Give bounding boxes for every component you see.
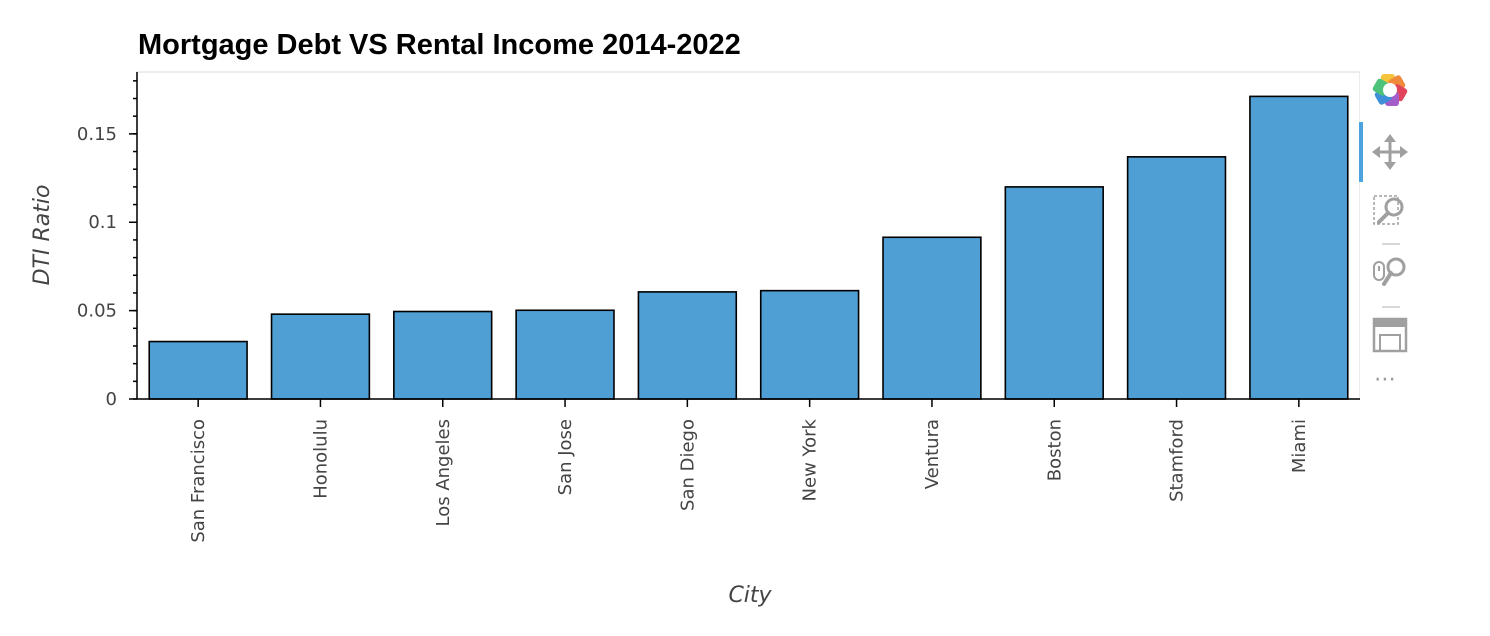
active-tool-indicator <box>1359 122 1363 182</box>
bar-miami <box>1249 95 1349 400</box>
bar-ventura <box>882 236 982 400</box>
wheel-zoom-tool-button[interactable] <box>1370 252 1410 292</box>
x-tick-label: Los Angeles <box>433 419 454 527</box>
bokeh-logo[interactable] <box>1370 70 1410 110</box>
pan-tool-button[interactable] <box>1370 132 1410 172</box>
chart-toolbar: ⋯ <box>1359 70 1418 400</box>
x-tick-label: San Francisco <box>188 419 209 543</box>
toolbar-separator <box>1382 243 1400 245</box>
toolbar-separator <box>1382 306 1400 308</box>
bar-san-jose <box>515 309 615 400</box>
bar-honolulu <box>270 313 371 400</box>
y-tick-label: 0 <box>106 389 117 410</box>
x-tick-label: New York <box>800 418 821 501</box>
x-tick-label: San Diego <box>677 419 698 511</box>
x-tick-label: Ventura <box>922 419 943 489</box>
x-tick-label: Boston <box>1044 419 1065 481</box>
save-tool-icon <box>1372 317 1408 353</box>
pan-tool-icon <box>1372 134 1408 170</box>
bar-los-angeles <box>393 310 493 400</box>
chart-title: Mortgage Debt VS Rental Income 2014-2022 <box>138 29 741 61</box>
bar-san-diego <box>637 291 738 400</box>
bar-new-york <box>759 289 860 400</box>
more-tools-button[interactable]: ⋯ <box>1374 367 1397 392</box>
y-tick-label: 0.05 <box>77 301 117 322</box>
x-tick-label: Stamford <box>1167 419 1188 502</box>
x-tick-label: Miami <box>1289 419 1310 473</box>
save-tool-button[interactable] <box>1370 315 1410 355</box>
y-axis: 0 0.05 0.1 0.15 <box>77 72 138 410</box>
y-axis-label: DTI Ratio <box>30 185 55 286</box>
x-tick-label: Honolulu <box>310 419 331 499</box>
box-zoom-tool-icon <box>1373 195 1404 225</box>
bokeh-logo-icon <box>1372 74 1408 106</box>
y-tick-label: 0.15 <box>77 124 117 145</box>
x-tick-label: San Jose <box>555 419 576 495</box>
wheel-zoom-tool-icon <box>1373 257 1406 286</box>
x-axis-label: City <box>728 583 772 608</box>
bar-san-francisco <box>148 340 248 400</box>
y-tick-label: 0.1 <box>88 212 117 233</box>
bar-boston <box>1004 186 1104 400</box>
bar-stamford <box>1126 156 1227 400</box>
box-zoom-tool-button[interactable] <box>1370 190 1410 230</box>
bars-group <box>148 95 1349 400</box>
x-axis: San Francisco Honolulu Los Angeles San Jose… <box>137 398 1360 543</box>
bar-chart: Mortgage Debt VS Rental Income 2014-2022… <box>30 29 1360 608</box>
